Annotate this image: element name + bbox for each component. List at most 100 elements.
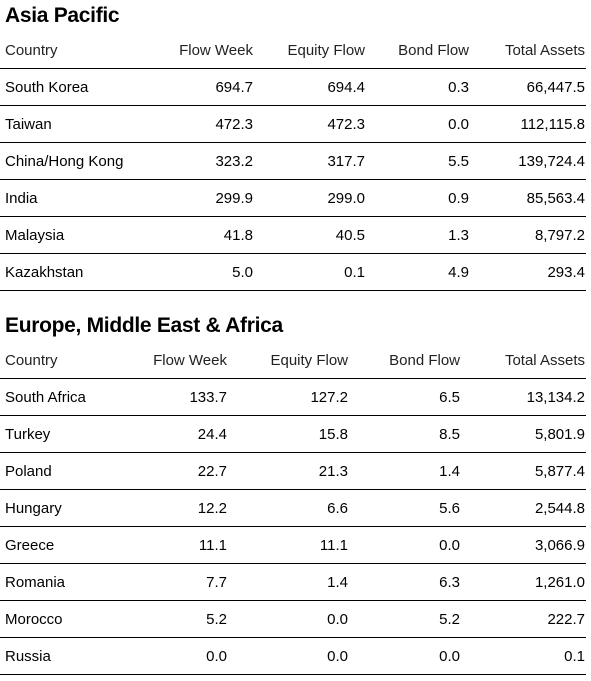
cell-total-assets: 0.1 — [460, 637, 586, 675]
table-emea: Country Flow Week Equity Flow Bond Flow … — [0, 342, 586, 675]
cell-flow-week: 133.7 — [134, 378, 227, 416]
col-header-total-assets: Total Assets — [460, 342, 586, 379]
cell-flow-week: 299.9 — [150, 179, 253, 217]
col-header-bond-flow: Bond Flow — [365, 32, 469, 69]
header-row: Country Flow Week Equity Flow Bond Flow … — [0, 342, 586, 379]
cell-equity-flow: 317.7 — [253, 142, 365, 180]
cell-country: South Korea — [0, 68, 150, 106]
cell-country: South Africa — [0, 378, 134, 416]
cell-bond-flow: 6.3 — [348, 563, 460, 601]
cell-flow-week: 5.0 — [150, 253, 253, 291]
cell-total-assets: 8,797.2 — [469, 216, 586, 254]
col-header-equity-flow: Equity Flow — [253, 32, 365, 69]
table-row: Turkey 24.4 15.8 8.5 5,801.9 — [0, 415, 586, 453]
cell-total-assets: 3,066.9 — [460, 526, 586, 564]
cell-country: Taiwan — [0, 105, 150, 143]
section-title-asia-pacific: Asia Pacific — [5, 4, 120, 27]
table-row: South Korea 694.7 694.4 0.3 66,447.5 — [0, 68, 586, 106]
table-asia-pacific: Country Flow Week Equity Flow Bond Flow … — [0, 32, 586, 291]
cell-bond-flow: 6.5 — [348, 378, 460, 416]
cell-flow-week: 41.8 — [150, 216, 253, 254]
cell-equity-flow: 40.5 — [253, 216, 365, 254]
cell-equity-flow: 0.0 — [227, 600, 348, 638]
table-row: Malaysia 41.8 40.5 1.3 8,797.2 — [0, 216, 586, 254]
cell-flow-week: 11.1 — [134, 526, 227, 564]
cell-flow-week: 7.7 — [134, 563, 227, 601]
table-row: Greece 11.1 11.1 0.0 3,066.9 — [0, 526, 586, 564]
cell-equity-flow: 21.3 — [227, 452, 348, 490]
cell-country: Kazakhstan — [0, 253, 150, 291]
cell-bond-flow: 0.3 — [365, 68, 469, 106]
cell-bond-flow: 1.3 — [365, 216, 469, 254]
header-row: Country Flow Week Equity Flow Bond Flow … — [0, 32, 586, 69]
cell-flow-week: 0.0 — [134, 637, 227, 675]
table-row: Romania 7.7 1.4 6.3 1,261.0 — [0, 563, 586, 601]
cell-equity-flow: 11.1 — [227, 526, 348, 564]
cell-country: India — [0, 179, 150, 217]
cell-equity-flow: 0.1 — [253, 253, 365, 291]
cell-total-assets: 2,544.8 — [460, 489, 586, 527]
table-row: Russia 0.0 0.0 0.0 0.1 — [0, 637, 586, 675]
cell-bond-flow: 5.2 — [348, 600, 460, 638]
col-header-equity-flow: Equity Flow — [227, 342, 348, 379]
cell-country: Morocco — [0, 600, 134, 638]
cell-total-assets: 112,115.8 — [469, 105, 586, 143]
cell-total-assets: 1,261.0 — [460, 563, 586, 601]
cell-equity-flow: 1.4 — [227, 563, 348, 601]
cell-flow-week: 12.2 — [134, 489, 227, 527]
cell-country: Hungary — [0, 489, 134, 527]
cell-total-assets: 5,877.4 — [460, 452, 586, 490]
cell-total-assets: 139,724.4 — [469, 142, 586, 180]
cell-flow-week: 24.4 — [134, 415, 227, 453]
cell-flow-week: 22.7 — [134, 452, 227, 490]
cell-flow-week: 323.2 — [150, 142, 253, 180]
section-title-emea: Europe, Middle East & Africa — [5, 314, 283, 337]
cell-bond-flow: 0.0 — [348, 637, 460, 675]
cell-country: Greece — [0, 526, 134, 564]
cell-bond-flow: 0.0 — [348, 526, 460, 564]
table-row: Hungary 12.2 6.6 5.6 2,544.8 — [0, 489, 586, 527]
table-row: Taiwan 472.3 472.3 0.0 112,115.8 — [0, 105, 586, 143]
cell-flow-week: 694.7 — [150, 68, 253, 106]
cell-country: China/Hong Kong — [0, 142, 150, 180]
table-row: Poland 22.7 21.3 1.4 5,877.4 — [0, 452, 586, 490]
cell-total-assets: 13,134.2 — [460, 378, 586, 416]
table-row: India 299.9 299.0 0.9 85,563.4 — [0, 179, 586, 217]
cell-flow-week: 5.2 — [134, 600, 227, 638]
table-row: Kazakhstan 5.0 0.1 4.9 293.4 — [0, 253, 586, 291]
cell-country: Romania — [0, 563, 134, 601]
table-row: China/Hong Kong 323.2 317.7 5.5 139,724.… — [0, 142, 586, 180]
cell-equity-flow: 0.0 — [227, 637, 348, 675]
cell-equity-flow: 694.4 — [253, 68, 365, 106]
cell-equity-flow: 127.2 — [227, 378, 348, 416]
cell-country: Poland — [0, 452, 134, 490]
cell-bond-flow: 5.6 — [348, 489, 460, 527]
cell-total-assets: 66,447.5 — [469, 68, 586, 106]
table-row: South Africa 133.7 127.2 6.5 13,134.2 — [0, 378, 586, 416]
col-header-flow-week: Flow Week — [150, 32, 253, 69]
col-header-country: Country — [0, 32, 150, 69]
col-header-flow-week: Flow Week — [134, 342, 227, 379]
cell-total-assets: 293.4 — [469, 253, 586, 291]
cell-bond-flow: 0.0 — [365, 105, 469, 143]
cell-bond-flow: 4.9 — [365, 253, 469, 291]
col-header-total-assets: Total Assets — [469, 32, 586, 69]
cell-total-assets: 5,801.9 — [460, 415, 586, 453]
col-header-country: Country — [0, 342, 134, 379]
table-row: Morocco 5.2 0.0 5.2 222.7 — [0, 600, 586, 638]
cell-country: Russia — [0, 637, 134, 675]
cell-country: Turkey — [0, 415, 134, 453]
cell-flow-week: 472.3 — [150, 105, 253, 143]
cell-total-assets: 222.7 — [460, 600, 586, 638]
col-header-bond-flow: Bond Flow — [348, 342, 460, 379]
cell-country: Malaysia — [0, 216, 150, 254]
cell-bond-flow: 0.9 — [365, 179, 469, 217]
cell-bond-flow: 1.4 — [348, 452, 460, 490]
cell-equity-flow: 15.8 — [227, 415, 348, 453]
cell-equity-flow: 472.3 — [253, 105, 365, 143]
cell-total-assets: 85,563.4 — [469, 179, 586, 217]
cell-equity-flow: 299.0 — [253, 179, 365, 217]
cell-equity-flow: 6.6 — [227, 489, 348, 527]
cell-bond-flow: 8.5 — [348, 415, 460, 453]
